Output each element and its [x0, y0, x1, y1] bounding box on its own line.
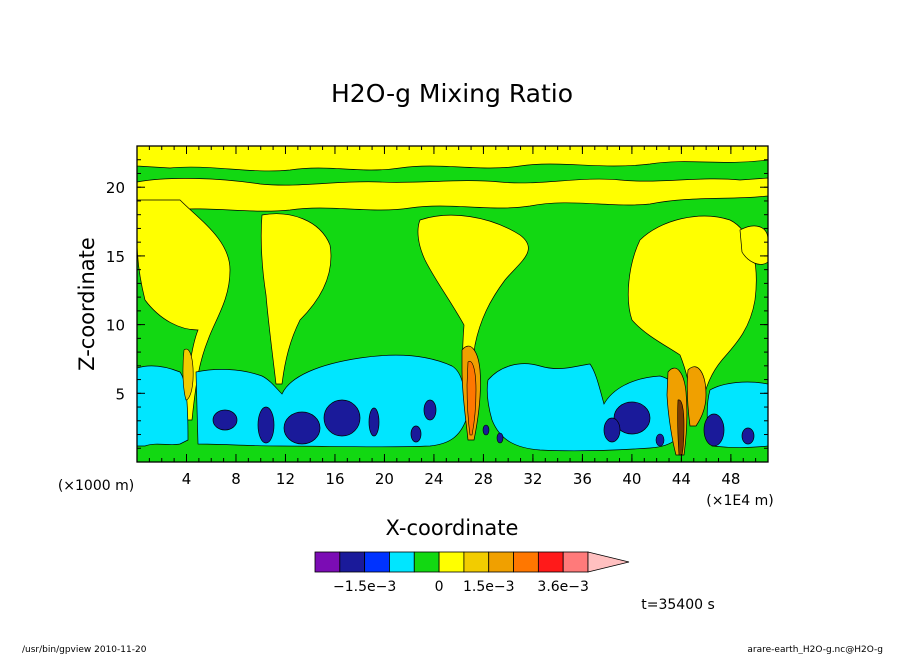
field-pocket-6: [423, 399, 437, 421]
y-axis-label: Z-coordinate: [75, 237, 99, 371]
x-tick-label: 8: [231, 470, 241, 488]
colorbar-label: −1.5e−3: [333, 579, 396, 595]
x-tick-label: 20: [375, 470, 394, 488]
field-moist-band-upper: [137, 177, 768, 212]
field-moist-plume-4: [627, 215, 757, 411]
colorbar-swatch: [562, 551, 589, 573]
field-pocket-10: [703, 413, 725, 447]
chart-title: H2O-g Mixing Ratio: [331, 79, 573, 108]
field-pocket-5: [368, 407, 380, 437]
colorbar-label: 3.6e−3: [537, 579, 589, 595]
plot-frame: [136, 145, 769, 463]
field-core-2-inner: [677, 399, 685, 456]
colorbar-swatch: [314, 551, 341, 573]
field-core-4: [182, 348, 194, 401]
time-label: t=35400 s: [641, 597, 715, 613]
x-tick-label: 24: [424, 470, 443, 488]
x-axis: 4 8 12 16 20 24 28 32 36 40 44 48: [148, 146, 757, 488]
colorbar-label: 1.5e−3: [463, 579, 515, 595]
x-tick-label: 36: [573, 470, 592, 488]
footer-right: arare-earth_H2O-g.nc@H2O-g: [747, 645, 883, 654]
colorbar-swatch: [438, 551, 465, 573]
field-moist-band-top: [137, 146, 768, 172]
y-axis: 5 10 15 20: [106, 159, 768, 449]
field-pocket-12: [482, 424, 490, 436]
y-tick-label: 5: [115, 385, 125, 403]
x-axis-label: X-coordinate: [386, 516, 519, 540]
x-tick-label: 16: [325, 470, 344, 488]
plot-area: [137, 146, 768, 462]
x-unit-left: (×1000 m): [58, 478, 134, 494]
colorbar: [314, 551, 630, 573]
field-core-1-inner: [466, 361, 477, 436]
x-tick-label: 4: [182, 470, 192, 488]
colorbar-swatch: [537, 551, 564, 573]
colorbar-swatch: [488, 551, 514, 573]
field-moist-patch-right: [739, 225, 768, 265]
field-pocket-14: [655, 433, 665, 447]
x-tick-label: 28: [474, 470, 493, 488]
field-pocket-3: [283, 411, 321, 445]
x-tick-label: 48: [721, 470, 740, 488]
field-pocket-2: [257, 406, 275, 444]
colorbar-swatch: [364, 551, 390, 573]
colorbar-swatch: [513, 551, 539, 573]
field-pocket-11: [741, 427, 755, 445]
x-tick-label: 32: [523, 470, 542, 488]
colorbar-swatch: [413, 551, 440, 573]
field-pocket-7: [410, 425, 422, 443]
field-dry-layer-3: [486, 363, 685, 452]
field-pocket-4: [323, 399, 361, 437]
field-pocket-13: [496, 432, 504, 444]
field-moist-plume-2: [260, 213, 332, 385]
y-tick-label: 10: [106, 317, 125, 335]
colorbar-label: 0: [435, 579, 444, 595]
colorbar-arrow: [587, 551, 630, 573]
x-tick-label: 12: [276, 470, 295, 488]
y-tick-label: 20: [106, 179, 125, 197]
field-moist-plume-1: [137, 199, 231, 421]
footer-left: /usr/bin/gpview 2010-11-20: [22, 645, 147, 654]
colorbar-swatch: [463, 551, 490, 573]
x-tick-label: 40: [622, 470, 641, 488]
colorbar-swatch: [389, 551, 415, 573]
field-core-3: [686, 366, 707, 427]
colorbar-labels: −1.5e−3 0 1.5e−3 3.6e−3: [333, 579, 589, 595]
y-tick-label: 15: [106, 248, 125, 266]
x-tick-label: 44: [672, 470, 691, 488]
x-unit-right: (×1E4 m): [706, 493, 773, 509]
field-dry-layer: [137, 365, 189, 447]
colorbar-swatch: [339, 551, 366, 573]
field-pocket-1: [212, 409, 238, 431]
field-pocket-9: [603, 417, 621, 443]
